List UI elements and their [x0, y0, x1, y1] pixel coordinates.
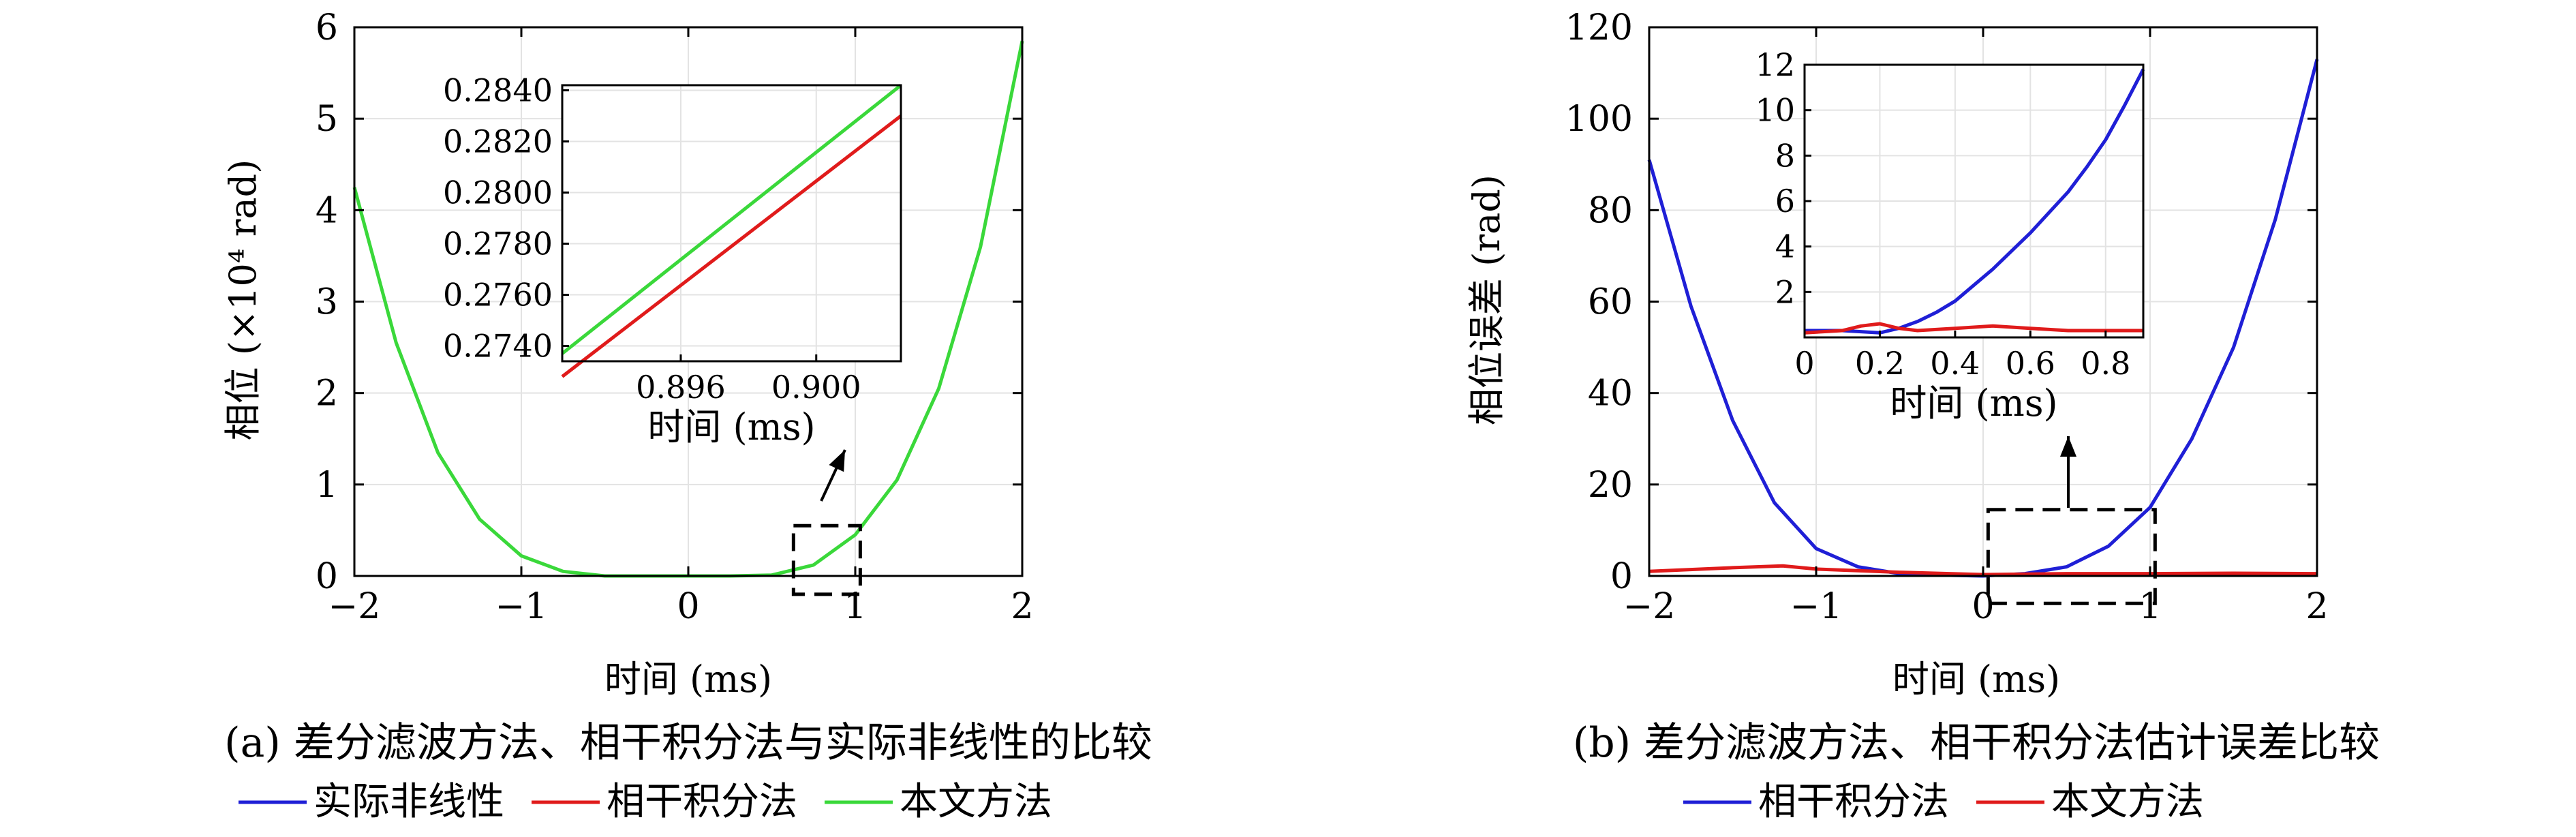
y-tick-label: 100: [1565, 99, 1633, 140]
chart-a-inset: 0.896 0.900 0.2740 0.2760 0.2780 0.2800 0.2820…: [443, 72, 902, 448]
legend-b: 相干积分法 本文方法: [1683, 780, 2204, 824]
inset-x-tick-label: 0.6: [2006, 345, 2055, 382]
arrow-head: [2060, 436, 2076, 457]
chart-a-xlabel: 时间 (ms): [604, 658, 772, 701]
x-tick-label: −1: [1790, 586, 1843, 627]
x-tick-label: 2: [2305, 586, 2328, 627]
y-tick-label: 0: [316, 556, 338, 597]
x-tick-label: −2: [328, 586, 381, 627]
inset-y-tick-label: 0.2780: [443, 226, 553, 262]
inset-y-tick-label: 8: [1775, 137, 1795, 174]
y-tick-label: 2: [316, 374, 338, 414]
inset-y-tick-label: 0.2760: [443, 277, 553, 314]
inset-x-tick-label: 0.2: [1855, 345, 1905, 382]
chart-a: −2 −1 0 1 2 0 1 2 3 4 5 6 0.896 0.900 0.2740 0.2760 0.2…: [221, 7, 1152, 767]
x-tick-label: 0: [1972, 586, 1994, 627]
inset-y-tick-label: 0.2800: [443, 174, 553, 211]
inset-y-tick-label: 0.2840: [443, 72, 553, 109]
y-tick-label: 20: [1588, 465, 1633, 506]
inset-series-line-red: [561, 115, 902, 378]
chart-b-zoom-arrow: [2060, 436, 2076, 508]
x-tick-label: −2: [1623, 586, 1676, 627]
inset-x-tick-label: 0.896: [636, 369, 726, 406]
y-tick-label: 60: [1588, 282, 1633, 323]
inset-frame: [561, 84, 902, 363]
inset-x-tick-label: 0: [1794, 345, 1814, 382]
inset-xlabel: 时间 (ms): [647, 406, 815, 448]
inset-y-tick-label: 12: [1755, 46, 1795, 83]
inset-y-tick-label: 2: [1775, 273, 1795, 310]
inset-y-tick-label: 4: [1775, 228, 1795, 265]
x-tick-label: 0: [677, 586, 699, 627]
y-tick-label: 0: [1610, 556, 1633, 597]
series-line-red: [1649, 564, 2318, 577]
inset-series-line-red: [1804, 322, 2143, 335]
legend-label: 相干积分法: [607, 780, 797, 824]
chart-b-caption: (b) 差分滤波方法、相干积分法估计误差比较: [1573, 719, 2380, 767]
inset-series-line-blue: [1805, 68, 2145, 335]
y-tick-label: 80: [1588, 190, 1633, 231]
inset-y-tick-label: 0.2820: [443, 123, 553, 160]
legend-label: 本文方法: [2051, 780, 2204, 824]
chart-b-zoom-box: [1986, 508, 2157, 605]
y-tick-label: 6: [316, 7, 338, 48]
arrow-head: [829, 450, 845, 472]
inset-x-tick-label: 0.4: [1930, 345, 1980, 382]
chart-a-ylabel: 相位 (×10⁴ rad): [221, 159, 264, 441]
x-tick-label: 2: [1011, 586, 1033, 627]
x-tick-label: 1: [2138, 586, 2161, 627]
inset-xlabel: 时间 (ms): [1890, 382, 2057, 425]
legend-label: 实际非线性: [313, 780, 504, 824]
y-tick-label: 5: [316, 99, 338, 140]
chart-b-xlabel: 时间 (ms): [1892, 658, 2060, 701]
legend-a: 实际非线性 相干积分法 本文方法: [239, 780, 1052, 824]
y-tick-label: 4: [316, 190, 338, 231]
legend-label: 本文方法: [900, 780, 1052, 824]
inset-y-tick-label: 6: [1775, 183, 1795, 219]
y-tick-label: 40: [1588, 374, 1633, 414]
inset-x-tick-label: 0.900: [771, 369, 861, 406]
legend-label: 相干积分法: [1758, 780, 1949, 824]
y-tick-label: 3: [316, 282, 338, 323]
inset-y-tick-label: 10: [1755, 92, 1795, 129]
inset-y-tick-label: 0.2740: [443, 328, 553, 365]
y-tick-label: 120: [1565, 7, 1633, 48]
chart-a-ticks: −2 −1 0 1 2 0 1 2 3 4 5 6: [316, 7, 1034, 627]
chart-a-zoom-arrow: [820, 449, 846, 502]
chart-a-caption: (a) 差分滤波方法、相干积分法与实际非线性的比较: [224, 719, 1152, 767]
chart-b-inset: 0 0.2 0.4 0.6 0.8 2 4 6 8 10 12 时间 (ms): [1755, 46, 2145, 425]
x-tick-label: 1: [844, 586, 866, 627]
chart-b-ylabel: 相位误差 (rad): [1465, 174, 1508, 425]
y-tick-label: 1: [316, 465, 338, 506]
chart-a-zoom-box: [791, 523, 862, 596]
inset-x-tick-label: 0.8: [2081, 345, 2130, 382]
inset-series-line-green: [561, 84, 902, 355]
x-tick-label: −1: [495, 586, 548, 627]
